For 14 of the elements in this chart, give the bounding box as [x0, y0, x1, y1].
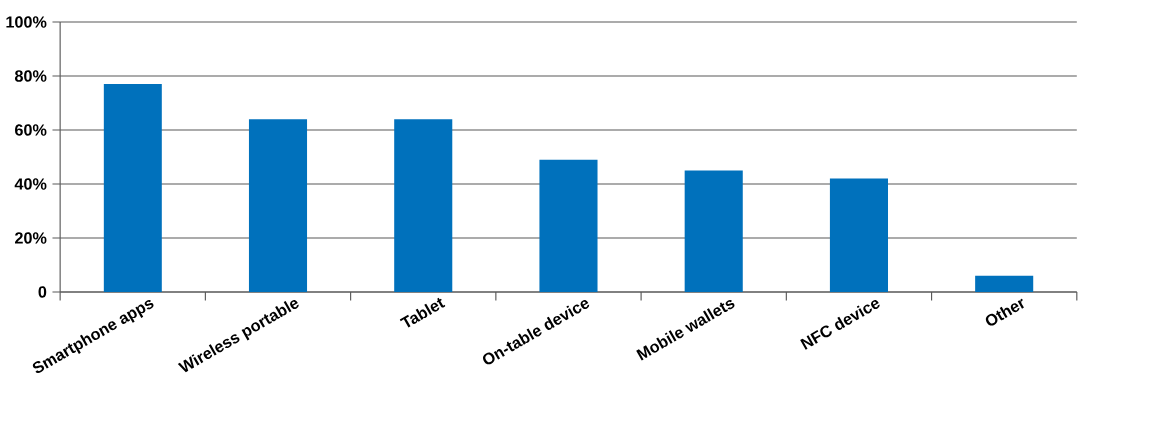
- bar: [829, 178, 888, 293]
- y-tick-label: 60%: [15, 124, 47, 136]
- y-tick-label: 80%: [14, 70, 47, 82]
- y-tick-label: 40%: [14, 178, 47, 190]
- bar: [103, 84, 162, 293]
- bar: [539, 159, 598, 293]
- y-tick-label: 20%: [15, 232, 47, 244]
- y-tick-label: 100%: [6, 16, 47, 28]
- bar: [394, 119, 453, 293]
- bar: [248, 119, 308, 293]
- bar: [975, 275, 1034, 293]
- y-tick-label: 0: [38, 286, 47, 298]
- x-tick-label: Other: [985, 298, 1024, 326]
- bar: [684, 170, 743, 293]
